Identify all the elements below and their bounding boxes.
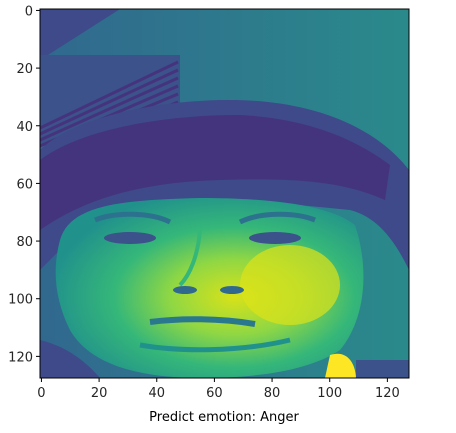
y-tick-label: 0	[25, 4, 33, 19]
y-tick-label: 120	[8, 350, 33, 365]
image-left-shadow	[40, 9, 120, 60]
image-right-eye	[249, 232, 301, 244]
x-tick-label: 100	[317, 386, 342, 401]
y-tick-label: 40	[16, 120, 33, 135]
image-plot	[40, 9, 409, 378]
y-tick-label: 80	[16, 235, 33, 250]
x-tick-label: 120	[375, 386, 400, 401]
image-shirt	[40, 340, 100, 378]
y-tick-label: 20	[16, 62, 33, 77]
y-tick-label: 60	[16, 177, 33, 192]
x-tick-label: 80	[264, 386, 281, 401]
x-tick-label: 60	[206, 386, 223, 401]
image-right-brow	[238, 211, 316, 225]
image-bottom-right	[356, 360, 409, 378]
y-axis-ticks: 0 20 40 60 80 100 120	[8, 4, 40, 365]
image-mouth	[149, 316, 256, 327]
image-nose	[178, 229, 202, 287]
image-nostril-right	[220, 286, 244, 294]
x-axis-ticks: 0 20 40 60 80 100 120	[37, 378, 400, 401]
x-axis-label: Predict emotion: Anger	[149, 410, 299, 425]
image-chin-shadow	[139, 337, 291, 353]
image-nostril-left	[173, 286, 197, 294]
image-left-brow	[94, 211, 172, 225]
image-collar	[325, 353, 356, 378]
x-tick-label: 40	[148, 386, 165, 401]
image-left-eye	[104, 232, 156, 244]
y-tick-label: 100	[8, 293, 33, 308]
x-tick-label: 0	[37, 386, 45, 401]
axes-frame	[39, 8, 410, 379]
image-hair-dark	[40, 115, 390, 230]
x-tick-label: 20	[91, 386, 108, 401]
image-cheek	[240, 245, 340, 325]
